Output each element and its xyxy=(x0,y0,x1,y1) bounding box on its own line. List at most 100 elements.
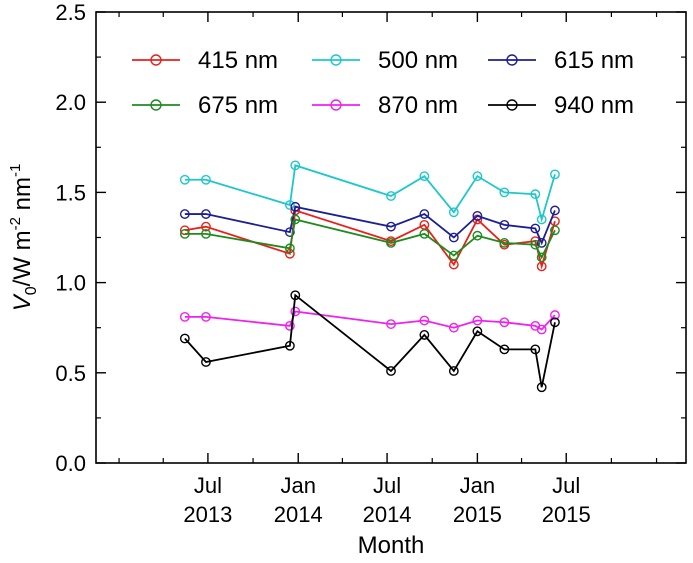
data-point xyxy=(179,228,190,239)
x-tick-label-year: 2014 xyxy=(274,502,323,527)
legend-marker xyxy=(330,99,342,111)
legend-label: 675 nm xyxy=(198,92,278,119)
data-point xyxy=(419,315,430,326)
data-point xyxy=(290,160,301,171)
data-point xyxy=(530,344,541,355)
data-point xyxy=(472,210,483,221)
legend-item: 500 nm xyxy=(312,47,458,74)
legend-item: 870 nm xyxy=(312,92,458,119)
data-point xyxy=(201,221,211,232)
data-point xyxy=(530,223,541,234)
data-point xyxy=(550,317,560,328)
data-point xyxy=(472,326,483,337)
y-axis-title: V0/W m-2 nm-1 xyxy=(7,164,40,312)
data-point xyxy=(284,320,295,331)
series-line xyxy=(184,205,556,246)
data-point xyxy=(499,344,510,355)
legend-marker xyxy=(506,99,518,111)
data-point xyxy=(386,221,396,232)
legend-item: 675 nm xyxy=(132,92,278,119)
series-615-nm xyxy=(179,201,560,248)
axis-labels: 0.0 0.5 1.0 1.5 2.0 2.5 Jul 2013 Jan 2014 Jul 2014 J… xyxy=(7,0,591,559)
data-point xyxy=(201,228,211,239)
data-point xyxy=(536,214,547,225)
x-tick-label-month: Jul xyxy=(194,473,222,498)
data-point xyxy=(550,205,560,216)
data-point xyxy=(284,340,295,351)
data-point xyxy=(536,324,547,335)
legend-marker xyxy=(150,99,162,111)
data-point xyxy=(419,171,430,182)
legend-label: 415 nm xyxy=(198,47,278,74)
series-500-nm xyxy=(179,160,560,225)
data-point xyxy=(530,239,541,250)
data-point xyxy=(284,200,295,210)
y-tick-label: 2.0 xyxy=(55,90,86,115)
data-point xyxy=(499,219,510,230)
data-point xyxy=(536,238,547,248)
y-tick-label: 1.5 xyxy=(55,180,86,205)
data-point xyxy=(550,310,560,320)
data-point xyxy=(386,319,396,329)
data-point xyxy=(290,214,301,225)
series-940-nm xyxy=(179,290,560,393)
data-point xyxy=(419,330,430,340)
legend-label: 940 nm xyxy=(554,92,634,119)
x-axis-title: Month xyxy=(358,532,425,559)
data-point xyxy=(290,201,301,212)
data-point xyxy=(179,209,190,219)
data-point xyxy=(179,174,190,185)
data-point xyxy=(530,189,541,200)
data-point xyxy=(201,209,211,219)
series-line xyxy=(184,293,556,388)
legend-item: 940 nm xyxy=(488,92,634,119)
legend-label: 500 nm xyxy=(378,47,458,74)
y-tick-label: 0.0 xyxy=(55,451,86,476)
data-point xyxy=(472,315,483,326)
x-tick-label-year: 2015 xyxy=(542,502,591,527)
x-tick-label-month: Jul xyxy=(552,473,580,498)
data-point xyxy=(201,357,211,367)
data-point xyxy=(448,366,459,376)
data-point xyxy=(472,171,483,182)
data-point xyxy=(179,311,190,322)
data-point xyxy=(386,366,396,376)
legend: 415 nm 500 nm 615 nm 675 nm 870 nm 940 nm xyxy=(132,47,634,119)
x-tick-label-month: Jan xyxy=(460,473,495,498)
data-point xyxy=(201,311,211,322)
data-point xyxy=(536,382,547,393)
data-point xyxy=(284,227,295,237)
data-point xyxy=(419,209,430,219)
data-point xyxy=(499,187,510,198)
data-point xyxy=(472,230,483,241)
data-point xyxy=(419,228,430,239)
x-tick-label-month: Jan xyxy=(280,473,315,498)
x-tick-label-month: Jul xyxy=(373,473,401,498)
legend-label: 870 nm xyxy=(378,92,458,119)
x-tick-label-year: 2013 xyxy=(183,502,232,527)
data-point xyxy=(448,207,459,218)
data-point xyxy=(290,306,301,317)
legend-marker xyxy=(150,54,162,66)
data-point xyxy=(284,248,295,259)
data-point xyxy=(448,250,459,261)
y-tick-label: 1.0 xyxy=(55,271,86,296)
data-point xyxy=(179,333,190,344)
data-point xyxy=(284,243,295,254)
x-tick-label-year: 2014 xyxy=(363,502,412,527)
legend-item: 615 nm xyxy=(488,47,634,74)
data-point xyxy=(536,252,547,263)
data-point xyxy=(499,238,510,248)
y-tick-label: 0.5 xyxy=(55,361,86,386)
data-point xyxy=(448,322,459,333)
data-point xyxy=(448,232,459,243)
legend-marker xyxy=(506,54,518,66)
data-point xyxy=(499,317,510,328)
series-line xyxy=(184,310,556,331)
series-line xyxy=(184,218,556,260)
data-point xyxy=(201,174,211,185)
y-tick-label: 2.5 xyxy=(55,0,86,25)
data-point xyxy=(290,290,301,301)
x-tick-label-year: 2015 xyxy=(453,502,502,527)
